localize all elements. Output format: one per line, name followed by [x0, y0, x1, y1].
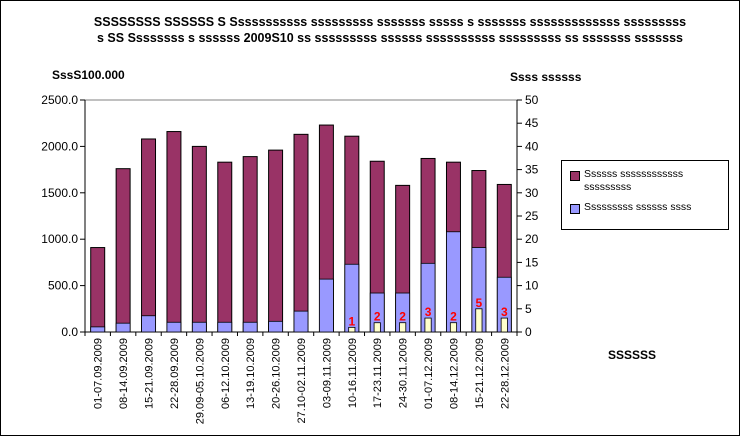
x-tick-label: 03-09.11.2009 — [321, 338, 333, 408]
right-tick-label: 20 — [525, 232, 539, 246]
bar-series-c — [475, 308, 483, 333]
bar-series-b — [141, 315, 156, 333]
chart-title: SSSSSSSS SSSSSS S Sssssssssss sssssssss … — [93, 15, 687, 45]
x-tick-label: 08-14.09.2009 — [118, 338, 130, 409]
legend-item-series-b: Sssssssss ssssss ssss — [570, 201, 722, 214]
bar-series-c — [500, 317, 508, 333]
x-tick-label: 01-07.12.2009 — [423, 338, 435, 409]
x-tick-label: 29.09-05.10.2009 — [194, 338, 206, 424]
right-tick-label: 10 — [525, 279, 539, 293]
x-tick-label: 06-12.10.2009 — [220, 338, 232, 409]
bar-series-a — [166, 131, 182, 333]
right-tick-label: 5 — [525, 302, 532, 316]
right-tick-label: 35 — [525, 163, 539, 177]
chart-legend: Ssssss ssssssssssss sssssssss Sssssssss … — [561, 160, 729, 230]
x-tick-label: 10-16.11.2009 — [347, 338, 359, 408]
bar-series-a — [217, 161, 233, 333]
data-label-series-c: 2 — [374, 310, 381, 324]
legend-label-series-a: Ssssss ssssssssssss sssssssss — [584, 168, 684, 193]
legend-item-series-a: Ssssss ssssssssssss sssssssss — [570, 168, 722, 194]
data-label-series-c: 2 — [450, 310, 457, 324]
bar-series-a — [268, 149, 284, 333]
left-tick-label: 2000.0 — [41, 139, 78, 153]
right-tick-label: 40 — [525, 139, 539, 153]
data-label-series-c: 3 — [425, 305, 432, 319]
legend-swatch-series-b — [570, 204, 580, 214]
right-tick-label: 50 — [525, 93, 539, 107]
bar-series-b — [191, 321, 207, 333]
bar-series-b — [242, 321, 258, 333]
bar-series-b — [90, 326, 106, 333]
bar-series-a — [293, 133, 309, 333]
x-tick-label: 22-28.12.2009 — [499, 338, 511, 409]
x-tick-label: 13-19.10.2009 — [245, 338, 257, 409]
bar-series-c — [399, 322, 407, 333]
legend-swatch-series-a — [570, 171, 580, 181]
bar-series-a — [141, 138, 157, 333]
x-tick-label: 17-23.11.2009 — [372, 338, 384, 408]
x-tick-label: 15-21.09.2009 — [144, 338, 156, 409]
bar-series-c — [449, 322, 458, 333]
data-label-series-c: 2 — [399, 310, 406, 324]
bar-series-b — [268, 320, 283, 333]
right-tick-label: 0 — [525, 325, 532, 339]
bar-series-c — [348, 326, 356, 333]
x-tick-label: 27.10-02.11.2009 — [296, 338, 308, 423]
bar-series-b — [166, 321, 182, 333]
x-tick-label: 08-14.12.2009 — [448, 338, 460, 409]
right-tick-label: 15 — [525, 255, 539, 269]
right-tick-label: 25 — [525, 209, 539, 223]
right-tick-label: 45 — [525, 116, 539, 130]
data-label-series-c: 5 — [476, 296, 483, 310]
bar-series-b — [115, 322, 131, 333]
data-label-series-c: 1 — [348, 314, 355, 328]
bar-series-b — [319, 278, 334, 333]
left-tick-label: 500.0 — [48, 279, 78, 293]
x-tick-label: 15-21.12.2009 — [474, 338, 486, 409]
left-axis-unit: SssS100.000 — [52, 68, 125, 82]
bar-series-b — [217, 321, 233, 333]
data-label-series-c: 3 — [501, 305, 508, 319]
bar-series-c — [424, 317, 432, 333]
right-tick-label: 30 — [525, 186, 539, 200]
x-tick-label: 24-30.11.2009 — [398, 338, 410, 408]
left-tick-label: 1000.0 — [41, 232, 78, 246]
legend-label-series-b: Sssssssss ssssss ssss — [584, 201, 692, 213]
bar-series-a — [242, 156, 258, 333]
bar-series-a — [191, 145, 207, 333]
side-note: SSSSSS — [608, 348, 657, 362]
x-tick-label: 20-26.10.2009 — [271, 338, 283, 409]
right-axis-unit: Ssss ssssss — [510, 70, 582, 84]
left-tick-label: 0.0 — [61, 325, 78, 339]
left-tick-label: 1500.0 — [41, 186, 78, 200]
bar-series-b — [293, 310, 309, 333]
x-tick-label: 01-07.09.2009 — [93, 338, 105, 409]
x-tick-label: 22-28.09.2009 — [169, 338, 181, 409]
bar-series-a — [90, 247, 106, 333]
bar-series-a — [115, 168, 131, 333]
bar-series-c — [373, 322, 381, 333]
left-tick-label: 2500.0 — [41, 93, 78, 107]
